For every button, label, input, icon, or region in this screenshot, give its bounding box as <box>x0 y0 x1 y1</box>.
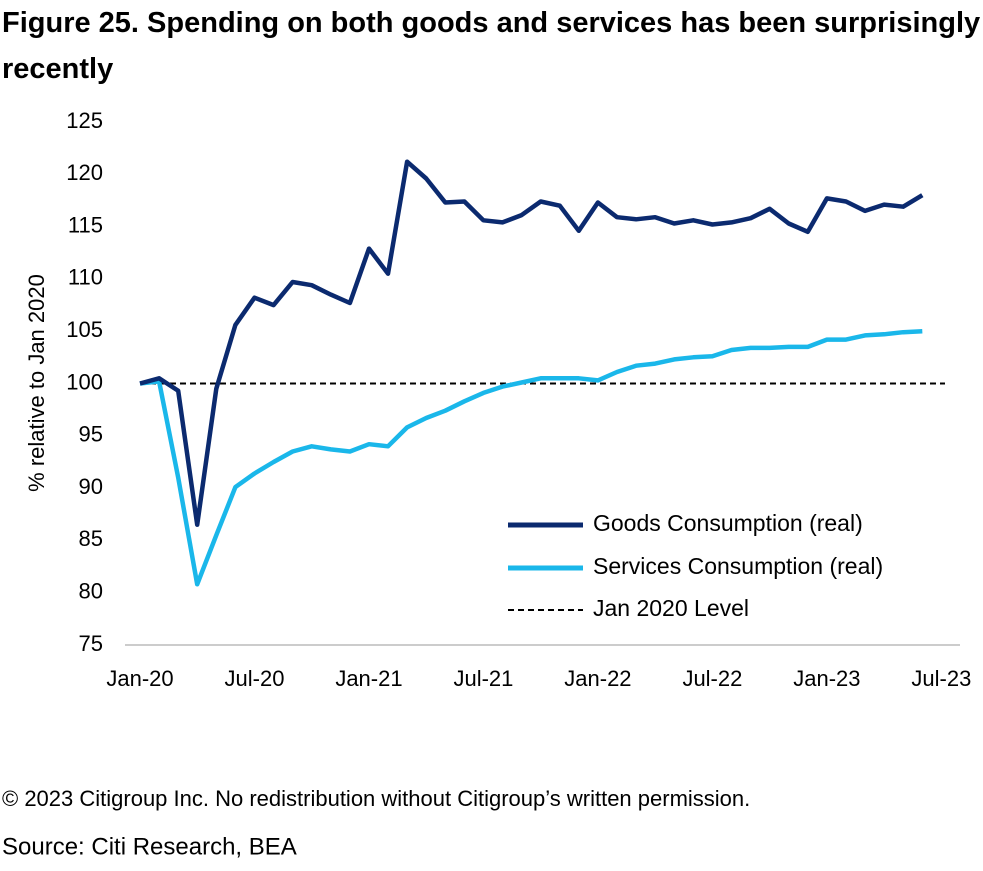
source: Source: Citi Research, BEA <box>2 833 297 860</box>
y-tick-label: 110 <box>68 265 103 290</box>
x-tick-label: Jan-20 <box>106 666 173 691</box>
y-tick-label: 125 <box>66 108 103 133</box>
y-tick-label: 75 <box>79 631 103 656</box>
y-axis-label: % relative to Jan 2020 <box>24 274 49 492</box>
legend-label: Jan 2020 Level <box>593 595 749 621</box>
x-tick-label: Jan-22 <box>564 666 631 691</box>
footnote: © 2023 Citigroup Inc. No redistribution … <box>2 786 750 811</box>
y-tick-label: 90 <box>79 474 103 499</box>
legend-label: Goods Consumption (real) <box>593 510 863 536</box>
y-tick-label: 85 <box>79 526 103 551</box>
legend-label: Services Consumption (real) <box>593 553 883 579</box>
x-tick-label: Jul-23 <box>911 666 971 691</box>
y-tick-label: 100 <box>66 369 103 394</box>
x-tick-label: Jul-22 <box>682 666 742 691</box>
x-tick-label: Jan-21 <box>335 666 402 691</box>
y-tick-label: 115 <box>68 212 103 237</box>
x-tick-label: Jul-21 <box>453 666 513 691</box>
chart-title: Figure 25. Spending on both goods and se… <box>2 7 983 85</box>
y-tick-label: 120 <box>66 160 103 185</box>
x-tick-label: Jul-20 <box>225 666 285 691</box>
y-tick-label: 105 <box>66 317 103 342</box>
x-tick-label: Jan-23 <box>793 666 860 691</box>
series-line <box>139 159 924 527</box>
series-line <box>139 328 923 587</box>
y-tick-label: 80 <box>79 579 103 604</box>
y-tick-label: 95 <box>79 422 103 447</box>
